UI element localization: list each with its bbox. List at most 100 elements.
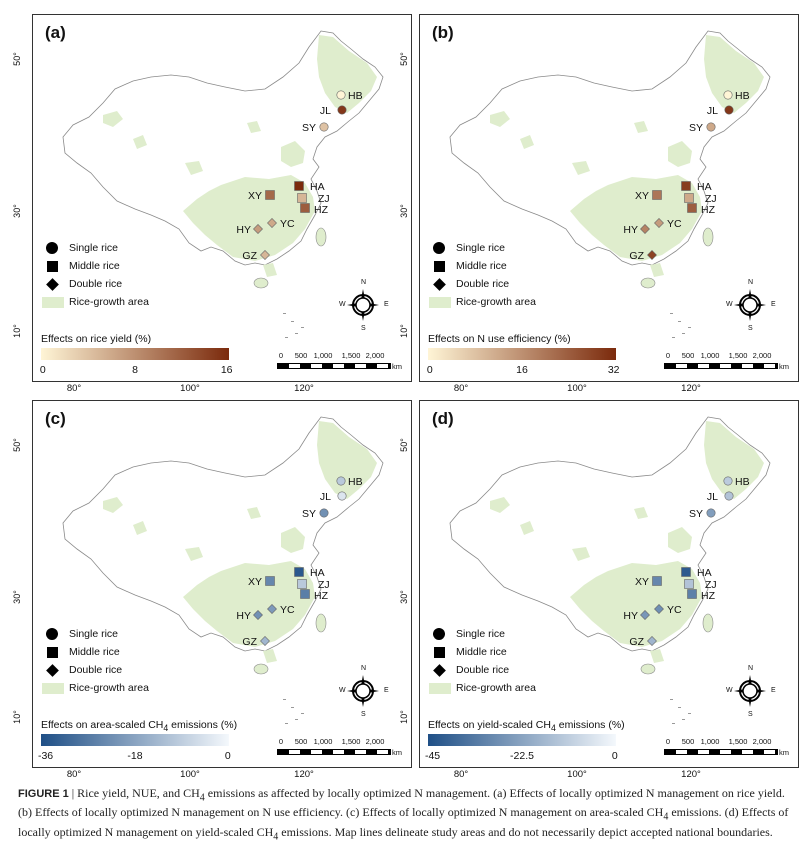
colorbar-gradient [428,734,616,746]
site-marker-hz [300,203,310,213]
panel-label: (c) [45,409,66,428]
site-label-gz: GZ [629,250,644,262]
north-arrow-compass-icon: N S W E [333,663,393,719]
map-panel-d: HB JL SY HA XY ZJ HZ YC HY GZ (d) Single rice Middle… [419,400,799,768]
colorbar-tick-label: -18 [127,750,143,762]
legend-item-double: Double rice [432,661,536,679]
compass-n-label: N [748,279,754,286]
site-label-yc: YC [280,604,295,616]
site-marker-hb [723,90,733,100]
south-sea-island-mark [672,723,675,724]
single-rice-legend-icon [46,242,58,254]
site-marker-xy [265,576,275,586]
scale-bar-label: 1,000 [700,351,720,360]
colorbar-title-end: emissions (%) [555,719,625,731]
middle-rice-legend-icon [46,260,58,272]
rice-area-legend-swatch [429,296,451,308]
site-marker-xy [652,576,662,586]
rice-growth-area-region [183,175,315,261]
compass-e-label: E [771,687,776,694]
legend-symbol [429,681,451,695]
site-marker-xy [265,190,275,200]
site-label-sy: SY [302,122,316,134]
site-label-xy: XY [248,576,262,588]
colorbar-tick-label: 0 [224,750,231,762]
scale-bar-segments [664,363,778,369]
site-marker-yc [654,604,664,614]
colorbar-title-subscript: 4 [163,723,169,734]
legend-item-single: Single rice [45,625,149,643]
legend-item-middle: Middle rice [45,257,149,275]
site-label-zj: ZJ [318,193,330,205]
latitude-label: 10° [11,710,22,724]
legend-symbol [432,277,446,291]
compass-e-label: E [771,301,776,308]
rice-area-legend-swatch [429,682,451,694]
latitude-label: 50° [11,52,22,66]
site-marker-yc [654,218,664,228]
island [640,277,656,289]
scale-bar-label: 0 [278,737,284,746]
legend-symbol [432,663,446,677]
island [253,277,269,289]
double-rice-legend-icon [432,663,446,677]
colorbar-title-end: emissions (%) [168,719,238,731]
site-marker-sy [319,508,329,518]
panel-label: (a) [45,23,66,42]
site-marker-ha [294,181,304,191]
legend-item-single: Single rice [45,239,149,257]
legend-symbol [432,259,446,273]
site-marker-zj [297,193,307,203]
legend-label: Double rice [456,278,510,290]
longitude-label: 100° [567,769,587,780]
colorbar-title-text: Effects on area-scaled CH [41,719,164,731]
latitude-label: 50° [11,438,22,452]
site-marker-sy [706,508,716,518]
single-rice-legend-icon [433,628,445,640]
rice-growth-area-region [650,263,664,277]
rice-growth-area-region [634,507,648,519]
scale-bar-label: 0 [278,351,284,360]
longitude-label: 100° [180,383,200,394]
south-sea-island-mark [295,719,298,720]
panel-label: (d) [432,409,454,428]
colorbar-tick-label: 16 [516,364,528,376]
island [640,663,656,675]
compass-w-label: W [726,301,733,308]
legend-item-double: Double rice [432,275,536,293]
legend-label: Middle rice [69,646,120,658]
site-label-ha: HA [697,567,712,579]
south-sea-island-mark [285,337,288,338]
rice-growth-area-region [520,521,534,535]
site-label-jl: JL [320,105,331,117]
site-label-yc: YC [667,218,682,230]
scale-bar-label: 500 [681,351,695,360]
legend-label: Double rice [456,664,510,676]
south-sea-island-mark [688,327,691,328]
rice-growth-area-region [281,527,305,553]
legend-symbol [432,645,446,659]
legend-label: Double rice [69,278,123,290]
rice-area-legend-swatch [42,296,64,308]
rice-growth-area-region [103,497,123,513]
site-marker-jl [724,491,734,501]
site-label-hb: HB [348,476,363,488]
site-label-zj: ZJ [318,579,330,591]
site-label-xy: XY [635,190,649,202]
rice-growth-area-region [490,111,510,127]
colorbar-title: Effects on rice yield (%) [41,333,151,345]
colorbar-gradient [428,348,616,360]
longitude-label: 80° [66,383,82,394]
longitude-label: 120° [681,769,701,780]
middle-rice-legend-icon [46,646,58,658]
south-sea-island-mark [670,699,673,700]
colorbar-tick-label: 0 [426,364,433,376]
scale-bar-label: 1,000 [700,737,720,746]
site-marker-jl [337,105,347,115]
site-marker-hy [640,224,650,234]
legend-label: Single rice [456,628,506,640]
rice-growth-area-region [263,263,277,277]
longitude-label: 80° [453,383,469,394]
longitude-label: 120° [681,383,701,394]
site-marker-hb [336,476,346,486]
